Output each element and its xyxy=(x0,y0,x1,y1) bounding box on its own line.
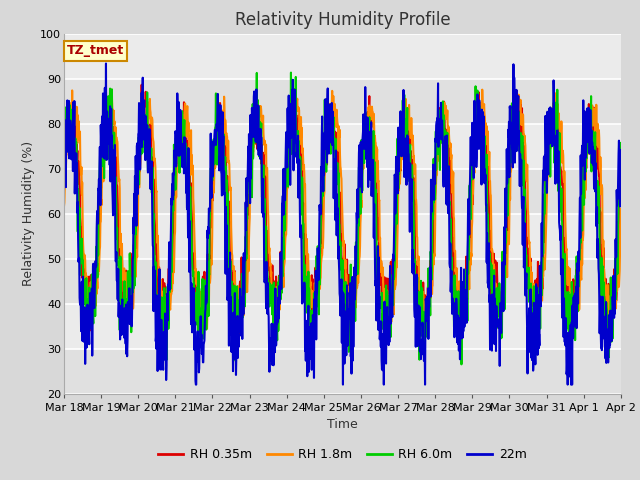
22m xyxy=(297,225,305,230)
Y-axis label: Relativity Humidity (%): Relativity Humidity (%) xyxy=(22,141,35,286)
RH 1.8m xyxy=(617,206,625,212)
RH 0.35m xyxy=(126,270,134,276)
22m xyxy=(192,382,200,387)
Bar xyxy=(64,123,621,168)
Line: 22m: 22m xyxy=(64,63,621,384)
X-axis label: Time: Time xyxy=(327,418,358,431)
RH 0.35m xyxy=(103,119,111,125)
RH 1.8m xyxy=(107,86,115,92)
Bar xyxy=(64,214,621,259)
22m xyxy=(378,358,385,363)
Bar xyxy=(64,348,621,394)
RH 6.0m xyxy=(297,163,305,168)
RH 6.0m xyxy=(378,295,385,301)
RH 0.35m xyxy=(378,290,385,296)
RH 0.35m xyxy=(617,169,625,175)
RH 0.35m xyxy=(319,184,326,190)
Line: RH 6.0m: RH 6.0m xyxy=(64,72,621,364)
RH 1.8m xyxy=(60,203,68,209)
RH 6.0m xyxy=(60,174,68,180)
22m xyxy=(60,141,68,147)
RH 0.35m xyxy=(157,337,165,343)
RH 1.8m xyxy=(103,108,111,113)
RH 1.8m xyxy=(126,312,134,317)
RH 1.8m xyxy=(297,139,305,144)
RH 6.0m xyxy=(308,325,316,331)
22m xyxy=(617,147,625,153)
Line: RH 0.35m: RH 0.35m xyxy=(64,85,621,340)
RH 1.8m xyxy=(378,258,385,264)
RH 6.0m xyxy=(287,70,295,75)
RH 1.8m xyxy=(609,331,616,336)
RH 6.0m xyxy=(617,140,625,146)
RH 0.35m xyxy=(138,82,145,88)
RH 6.0m xyxy=(458,361,465,367)
RH 1.8m xyxy=(318,252,326,258)
RH 0.35m xyxy=(308,278,316,284)
Line: RH 1.8m: RH 1.8m xyxy=(64,89,621,334)
Bar xyxy=(64,79,621,123)
RH 6.0m xyxy=(126,251,134,256)
Bar xyxy=(64,168,621,214)
Title: Relativity Humidity Profile: Relativity Humidity Profile xyxy=(235,11,450,29)
22m xyxy=(102,60,110,66)
22m xyxy=(126,298,134,303)
22m xyxy=(319,142,326,147)
Bar xyxy=(64,303,621,348)
RH 0.35m xyxy=(297,176,305,182)
RH 1.8m xyxy=(308,288,316,294)
Bar xyxy=(64,259,621,303)
Legend: RH 0.35m, RH 1.8m, RH 6.0m, 22m: RH 0.35m, RH 1.8m, RH 6.0m, 22m xyxy=(153,443,532,466)
22m xyxy=(104,141,111,147)
22m xyxy=(308,335,316,341)
Text: TZ_tmet: TZ_tmet xyxy=(67,44,124,58)
RH 6.0m xyxy=(103,109,111,115)
RH 0.35m xyxy=(60,164,68,170)
RH 6.0m xyxy=(318,184,326,190)
Bar xyxy=(64,34,621,79)
